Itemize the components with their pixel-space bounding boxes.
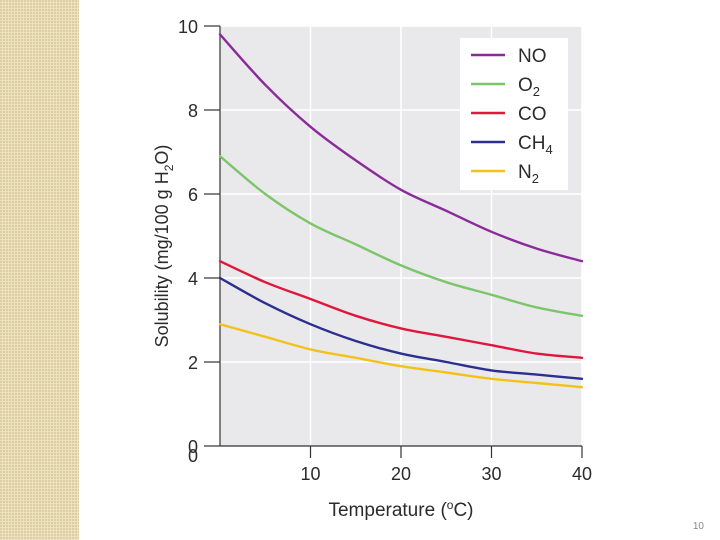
legend-label-co: CO xyxy=(518,104,547,125)
x-tick-label: 40 xyxy=(572,464,592,484)
y-axis-label: Solubility (mg/100 g H2O) xyxy=(152,145,176,348)
series-line-co xyxy=(218,260,584,359)
decorative-side-strip xyxy=(0,0,79,540)
legend-label-ch4: CH4 xyxy=(518,133,553,157)
y-tick-label: 10 xyxy=(178,17,198,37)
data-series xyxy=(218,33,584,389)
y-tick-label: 2 xyxy=(188,353,198,373)
legend-label-n2: N2 xyxy=(518,162,539,186)
y-tick-label: 4 xyxy=(188,269,198,289)
x-tick-label: 30 xyxy=(481,464,501,484)
series-line-n2 xyxy=(218,323,584,389)
page-number: 10 xyxy=(692,521,704,532)
legend: NO O2 CO CH4 N2 xyxy=(460,38,568,190)
legend-label-no: NO xyxy=(518,46,547,67)
origin-tick-label: 0 xyxy=(188,446,198,466)
y-tick-label: 8 xyxy=(188,101,198,121)
x-tick-label: 20 xyxy=(391,464,411,484)
legend-label-o2: O2 xyxy=(518,75,540,99)
x-tick-label: 10 xyxy=(300,464,320,484)
y-tick-label: 6 xyxy=(188,185,198,205)
series-line-ch4 xyxy=(218,276,584,380)
axes: 0 2 4 6 8 10 10 20 30 40 0 xyxy=(178,17,592,484)
y-tick-label: 0 xyxy=(188,437,198,457)
x-axis-label: Temperature (oC) xyxy=(328,498,473,521)
series-line-o2 xyxy=(218,155,584,317)
series-line-no xyxy=(218,33,584,263)
